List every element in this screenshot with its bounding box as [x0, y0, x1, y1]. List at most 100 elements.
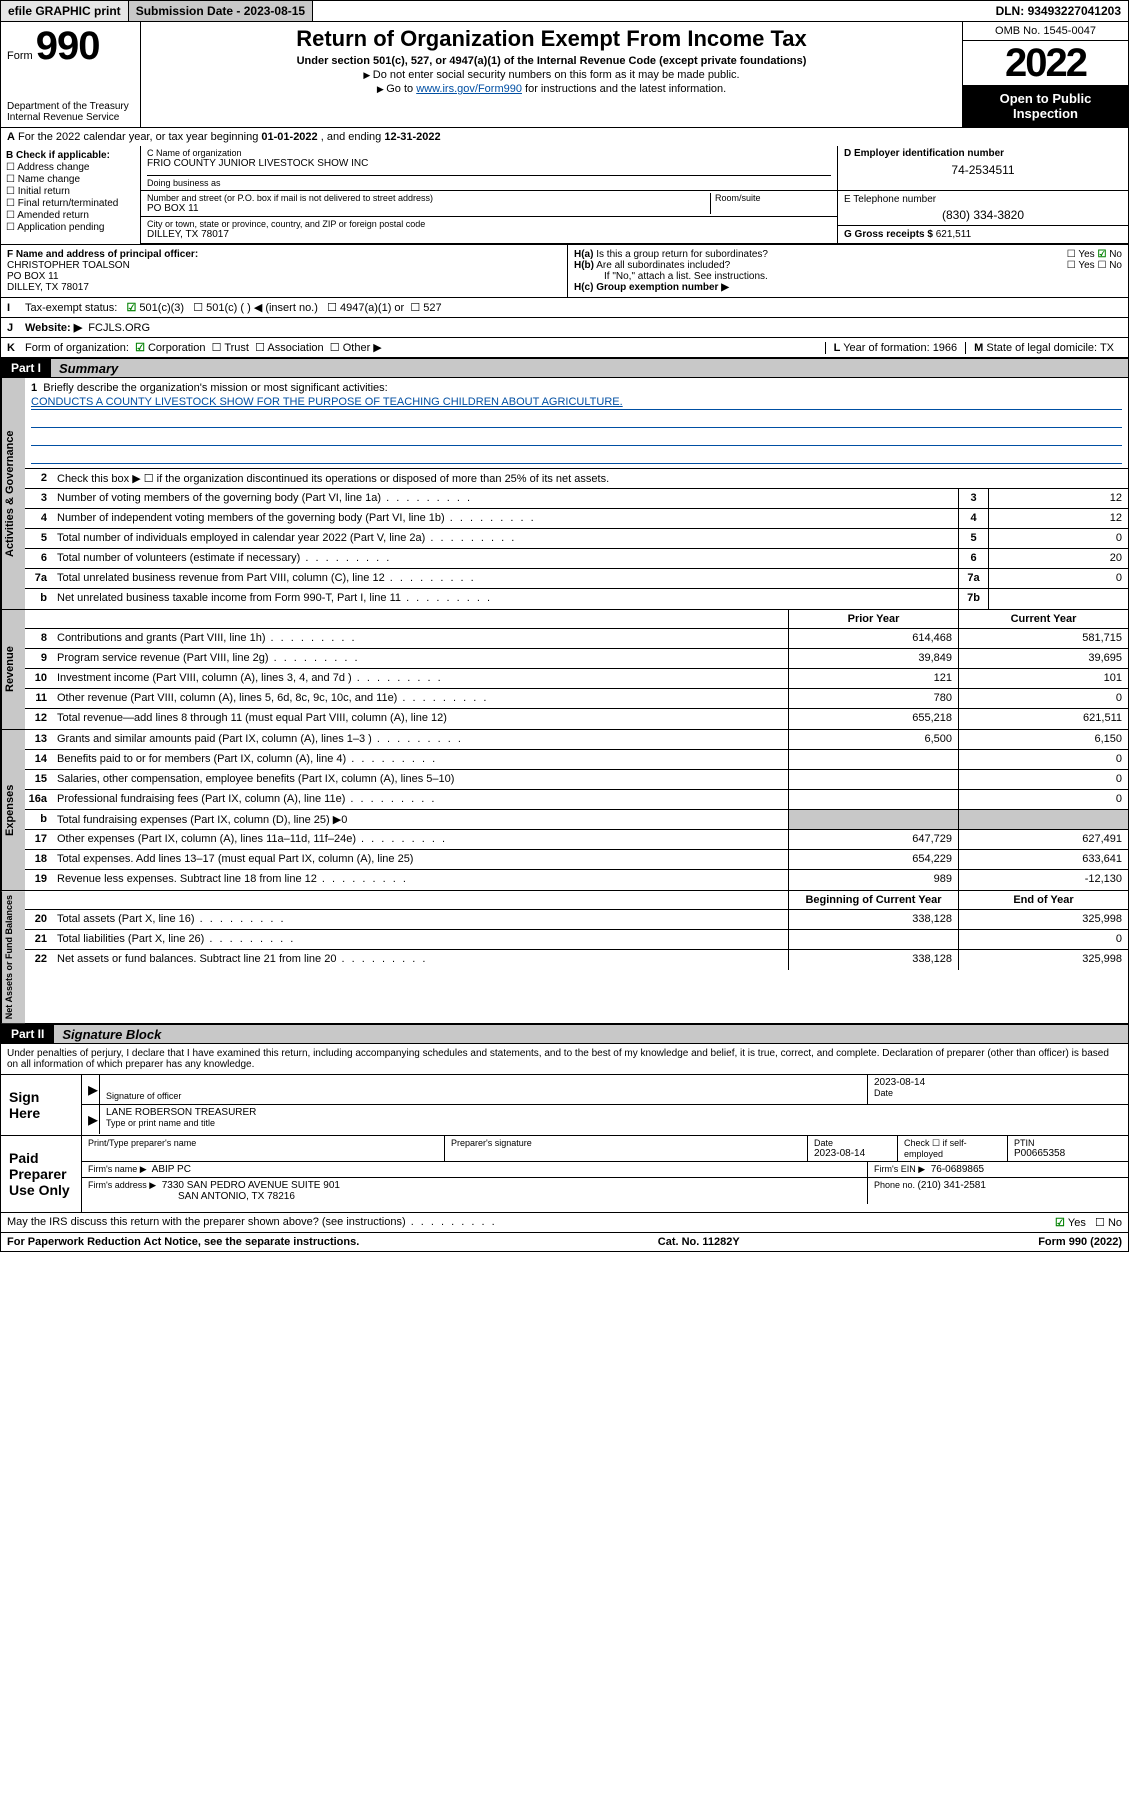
sign-here-label: Sign Here: [1, 1075, 81, 1135]
efile-print-button[interactable]: efile GRAPHIC print: [1, 1, 129, 21]
check-other[interactable]: Other ▶: [330, 342, 382, 354]
line13-current: 6,150: [958, 730, 1128, 749]
line3-value: 12: [988, 489, 1128, 508]
mission-block: 1 Briefly describe the organization's mi…: [25, 378, 1128, 469]
discuss-no[interactable]: No: [1095, 1217, 1122, 1229]
line22-end: 325,998: [958, 950, 1128, 970]
top-toolbar: efile GRAPHIC print Submission Date - 20…: [0, 0, 1129, 22]
gross-receipts-value: 621,511: [936, 229, 971, 240]
ein-cell: D Employer identification number 74-2534…: [838, 146, 1128, 190]
sidebar-governance: Activities & Governance: [1, 378, 25, 609]
period-end: 12-31-2022: [384, 131, 440, 143]
discuss-yes[interactable]: Yes: [1055, 1217, 1086, 1229]
firm-ein: 76-0689865: [931, 1164, 984, 1175]
tax-year: 2022: [963, 41, 1128, 85]
discuss-row: May the IRS discuss this return with the…: [1, 1213, 1128, 1233]
line8-current: 581,715: [958, 629, 1128, 648]
dln: DLN: 93493227041203: [989, 1, 1128, 21]
street-value: PO BOX 11: [147, 203, 706, 214]
line11-current: 0: [958, 689, 1128, 708]
check-501c3[interactable]: 501(c)(3): [127, 302, 185, 314]
line12-prior: 655,218: [788, 709, 958, 729]
period-begin: 01-01-2022: [261, 131, 317, 143]
line21-end: 0: [958, 930, 1128, 949]
check-initial-return[interactable]: Initial return: [6, 186, 135, 197]
street-cell: Number and street (or P.O. box if mail i…: [147, 193, 711, 214]
line9-current: 39,695: [958, 649, 1128, 668]
line6-value: 20: [988, 549, 1128, 568]
city-cell: City or town, state or province, country…: [141, 217, 837, 242]
officer-cell: F Name and address of principal officer:…: [1, 245, 568, 297]
check-association[interactable]: Association: [255, 342, 324, 354]
line20-end: 325,998: [958, 910, 1128, 929]
signature-arrow-icon: ▸: [82, 1075, 100, 1104]
footer-note: For Paperwork Reduction Act Notice, see …: [1, 1233, 1128, 1251]
line18-current: 633,641: [958, 850, 1128, 869]
phone-cell: E Telephone number (830) 334-3820: [838, 191, 1128, 226]
line20-begin: 338,128: [788, 910, 958, 929]
officer-name: CHRISTOPHER TOALSON: [7, 260, 130, 271]
submission-date-label: Submission Date -: [136, 4, 244, 18]
line17-current: 627,491: [958, 830, 1128, 849]
form-container: Form 990 Department of the Treasury Inte…: [0, 22, 1129, 1252]
line21-begin: [788, 930, 958, 949]
org-name-cell: C Name of organization FRIO COUNTY JUNIO…: [141, 146, 838, 190]
submission-date-button[interactable]: Submission Date - 2023-08-15: [129, 1, 313, 21]
open-inspection-badge: Open to Public Inspection: [963, 85, 1128, 127]
catalog-number: Cat. No. 11282Y: [658, 1236, 740, 1248]
line13-prior: 6,500: [788, 730, 958, 749]
state-domicile: M State of legal domicile: TX: [965, 342, 1122, 354]
phone-value: (830) 334-3820: [844, 205, 1122, 222]
hb-yes[interactable]: Yes: [1067, 260, 1095, 271]
officer-signature-cell: Signature of officer: [100, 1075, 868, 1104]
firm-phone-cell: Phone no. (210) 341-2581: [868, 1178, 1128, 1204]
check-527[interactable]: 527: [410, 302, 441, 314]
line8-prior: 614,468: [788, 629, 958, 648]
check-501c[interactable]: 501(c) ( ) ◀ (insert no.): [193, 302, 318, 314]
irs-link[interactable]: www.irs.gov/Form990: [416, 83, 522, 95]
title-cell: Return of Organization Exempt From Incom…: [141, 22, 963, 127]
gross-receipts-cell: G Gross receipts $ 621,511: [838, 226, 1128, 243]
ha-no[interactable]: No: [1097, 249, 1122, 260]
hb-no[interactable]: No: [1097, 260, 1122, 271]
line18-prior: 654,229: [788, 850, 958, 869]
hdr-end-year: End of Year: [958, 891, 1128, 909]
website-value: FCJLS.ORG: [88, 322, 150, 334]
check-address-change[interactable]: Address change: [6, 162, 135, 173]
line4-value: 12: [988, 509, 1128, 528]
website-row: J Website: ▶ FCJLS.ORG: [1, 318, 1128, 338]
officer-sig-date-cell: 2023-08-14 Date: [868, 1075, 1128, 1104]
omb-number: OMB No. 1545-0047: [963, 22, 1128, 41]
line22-begin: 338,128: [788, 950, 958, 970]
ein-value: 74-2534511: [844, 159, 1122, 177]
part2-header: Part II Signature Block: [1, 1025, 1128, 1044]
department-label: Department of the Treasury Internal Reve…: [7, 101, 134, 123]
omb-cell: OMB No. 1545-0047 2022 Open to Public In…: [963, 22, 1128, 127]
form-subtitle: Under section 501(c), 527, or 4947(a)(1)…: [151, 55, 952, 67]
check-application-pending[interactable]: Application pending: [6, 222, 135, 233]
ha-yes[interactable]: Yes: [1067, 249, 1095, 260]
line10-current: 101: [958, 669, 1128, 688]
perjury-statement: Under penalties of perjury, I declare th…: [1, 1044, 1128, 1075]
line16a-current: 0: [958, 790, 1128, 809]
check-final-return[interactable]: Final return/terminated: [6, 198, 135, 209]
officer-name-title: LANE ROBERSON TREASURER: [106, 1107, 1122, 1118]
mission-text-link[interactable]: CONDUCTS A COUNTY LIVESTOCK SHOW FOR THE…: [31, 396, 1122, 410]
check-amended-return[interactable]: Amended return: [6, 210, 135, 221]
group-return-cell: H(a) Is this a group return for subordin…: [568, 245, 1128, 297]
check-trust[interactable]: Trust: [212, 342, 249, 354]
tax-exempt-status-row: I Tax-exempt status: 501(c)(3) 501(c) ( …: [1, 298, 1128, 318]
check-name-change[interactable]: Name change: [6, 174, 135, 185]
part1-header: Part I Summary: [1, 359, 1128, 378]
check-4947[interactable]: 4947(a)(1) or: [327, 302, 404, 314]
preparer-name-cell: Print/Type preparer's name: [82, 1136, 445, 1161]
line17-prior: 647,729: [788, 830, 958, 849]
line16b-current: [958, 810, 1128, 829]
org-name: FRIO COUNTY JUNIOR LIVESTOCK SHOW INC: [147, 158, 831, 169]
line11-prior: 780: [788, 689, 958, 708]
check-corporation[interactable]: Corporation: [135, 342, 205, 354]
line7a-value: 0: [988, 569, 1128, 588]
line12-current: 621,511: [958, 709, 1128, 729]
line19-current: -12,130: [958, 870, 1128, 890]
ptin-cell: PTINP00665358: [1008, 1136, 1128, 1161]
